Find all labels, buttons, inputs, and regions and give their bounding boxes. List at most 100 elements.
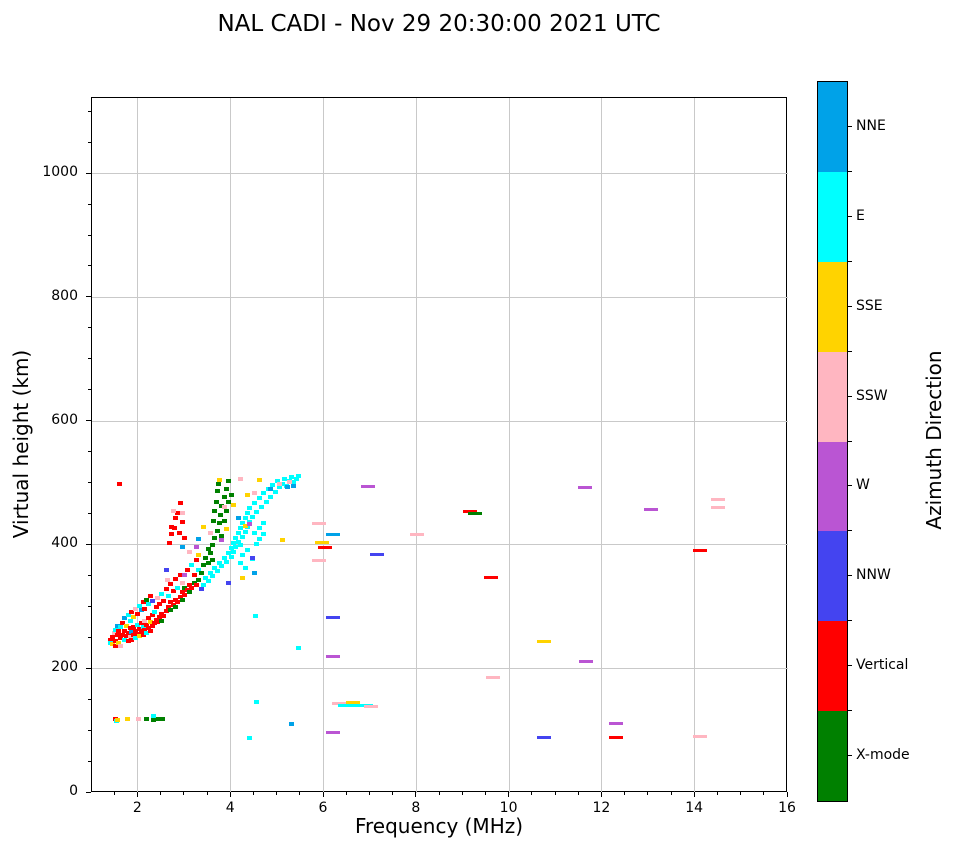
- data-point: [186, 583, 192, 588]
- x-major-tick: [786, 792, 788, 797]
- data-point: [146, 602, 152, 607]
- colorbar-tick-label: SSE: [856, 297, 883, 314]
- plot-area: [91, 97, 788, 793]
- data-point: [237, 560, 243, 565]
- data-point: [286, 479, 292, 484]
- y-minor-tick: [88, 234, 91, 236]
- data-point: [467, 512, 482, 516]
- data-point: [270, 482, 276, 487]
- data-point: [251, 531, 257, 536]
- y-minor-tick: [88, 760, 91, 762]
- data-point: [242, 523, 248, 528]
- data-point: [147, 628, 153, 633]
- data-point: [279, 538, 285, 543]
- data-point: [149, 612, 155, 617]
- data-point: [254, 510, 260, 515]
- data-point: [147, 594, 153, 599]
- data-point: [146, 626, 152, 631]
- data-point: [370, 552, 385, 556]
- y-minor-tick: [88, 729, 91, 731]
- x-tick-label: 8: [411, 800, 421, 816]
- x-major-tick: [136, 792, 138, 797]
- data-point: [140, 632, 146, 637]
- data-point: [156, 717, 162, 722]
- data-point: [186, 590, 192, 595]
- data-point: [163, 586, 169, 591]
- colorbar-segment-x-mode: [818, 711, 847, 801]
- data-point: [244, 492, 250, 497]
- data-point: [218, 512, 224, 517]
- data-point: [484, 576, 499, 580]
- data-point: [277, 481, 283, 486]
- x-major-tick: [322, 792, 324, 797]
- data-point: [291, 480, 297, 485]
- data-point: [224, 486, 230, 491]
- data-point: [247, 519, 253, 524]
- data-point: [140, 625, 146, 630]
- colorbar-segment-e: [818, 171, 847, 262]
- data-point: [205, 560, 211, 565]
- data-point: [153, 605, 159, 610]
- colorbar-boundary-tick: [848, 620, 852, 622]
- data-point: [609, 721, 624, 725]
- data-point: [289, 475, 295, 480]
- data-point: [189, 585, 195, 590]
- data-point: [577, 485, 592, 489]
- data-point: [224, 508, 230, 513]
- data-point: [121, 637, 127, 642]
- data-point: [226, 550, 232, 555]
- data-point: [155, 596, 161, 601]
- colorbar-tick: [848, 125, 852, 127]
- data-point: [244, 511, 250, 516]
- data-point: [247, 506, 253, 511]
- x-major-tick: [508, 792, 510, 797]
- data-point: [205, 547, 211, 552]
- data-point: [193, 544, 199, 549]
- data-point: [219, 564, 225, 569]
- x-minor-tick: [183, 792, 185, 795]
- data-point: [135, 717, 141, 722]
- data-point: [157, 602, 163, 607]
- data-point: [256, 526, 262, 531]
- data-point: [120, 620, 126, 625]
- y-minor-tick: [88, 451, 91, 453]
- data-point: [219, 538, 225, 543]
- data-point: [256, 537, 262, 542]
- data-point: [254, 700, 260, 705]
- data-point: [207, 570, 213, 575]
- data-point: [151, 610, 157, 615]
- colorbar-boundary-tick: [848, 260, 852, 262]
- colorbar-tick-label: X-mode: [856, 747, 910, 764]
- data-point: [215, 481, 221, 486]
- data-point: [224, 527, 230, 532]
- data-point: [124, 717, 130, 722]
- data-point: [207, 550, 213, 555]
- data-point: [203, 555, 209, 560]
- x-minor-tick: [368, 792, 370, 795]
- data-point: [210, 574, 216, 579]
- data-point: [221, 518, 227, 523]
- x-minor-tick: [438, 792, 440, 795]
- y-minor-tick: [88, 358, 91, 360]
- data-point: [167, 540, 173, 545]
- data-point: [117, 481, 123, 486]
- data-point: [463, 509, 478, 513]
- data-point: [127, 618, 133, 623]
- x-minor-tick: [461, 792, 463, 795]
- data-point: [136, 634, 142, 639]
- gridline-horizontal: [92, 544, 788, 545]
- data-point: [111, 631, 117, 636]
- data-point: [112, 644, 118, 649]
- y-axis-label: Virtual height (km): [9, 349, 33, 539]
- colorbar-boundary-tick: [848, 440, 852, 442]
- y-minor-tick: [88, 265, 91, 267]
- data-point: [173, 597, 179, 602]
- data-point: [207, 531, 213, 536]
- data-point: [364, 704, 379, 708]
- data-point: [211, 518, 217, 523]
- data-point: [118, 643, 124, 648]
- colorbar-segment-nne: [818, 82, 847, 172]
- data-point: [205, 579, 211, 584]
- data-point: [177, 501, 183, 506]
